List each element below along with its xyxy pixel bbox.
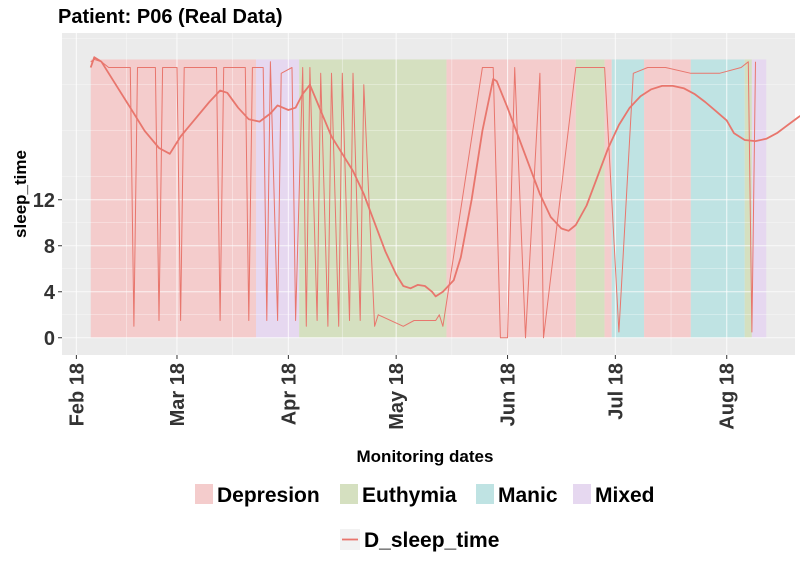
legend-label-depresion: Depresion bbox=[217, 484, 320, 507]
x-axis: Feb 18 Mar 18 Apr 18 May 18 Jun 18 Jul 18 Aug … bbox=[66, 355, 739, 430]
legend-key-depresion bbox=[195, 484, 213, 504]
legend: Depresion Euthymia Manic Mixed D_sleep_time bbox=[195, 484, 655, 552]
legend-label-mixed: Mixed bbox=[595, 484, 655, 507]
series-d-sleep-time bbox=[89, 56, 800, 298]
band-depresion-0 bbox=[90, 59, 257, 338]
chart-title: Patient: P06 (Real Data) bbox=[58, 6, 283, 28]
y-axis: 0 4 8 12 bbox=[33, 190, 62, 350]
x-tick-label: Aug 18 bbox=[717, 363, 739, 430]
y-axis-label: sleep_time bbox=[11, 150, 30, 238]
band-depresion-5 bbox=[604, 59, 612, 338]
x-tick-label: Jun 18 bbox=[498, 363, 520, 426]
x-tick-label: Apr 18 bbox=[278, 363, 300, 425]
y-tick-label: 0 bbox=[44, 328, 55, 350]
y-tick-label: 4 bbox=[44, 282, 56, 304]
y-tick-label: 12 bbox=[33, 190, 55, 212]
band-manic-8 bbox=[690, 59, 745, 338]
band-depresion-7 bbox=[644, 59, 691, 338]
x-tick-label: Jul 18 bbox=[605, 363, 627, 420]
state-bands bbox=[90, 59, 767, 338]
x-tick-label: May 18 bbox=[386, 363, 408, 430]
band-mixed-10 bbox=[751, 59, 767, 338]
legend-label-manic: Manic bbox=[498, 484, 558, 507]
x-tick-label: Mar 18 bbox=[167, 363, 189, 426]
series-lines bbox=[89, 56, 800, 339]
legend-key-mixed bbox=[573, 484, 591, 504]
band-euthymia-9 bbox=[744, 59, 752, 338]
legend-label-euthymia: Euthymia bbox=[362, 484, 457, 507]
band-euthymia-4 bbox=[575, 59, 605, 338]
series-sleep-time bbox=[90, 58, 756, 339]
legend-key-manic bbox=[476, 484, 494, 504]
y-tick-label: 8 bbox=[44, 236, 55, 258]
x-tick-label: Feb 18 bbox=[66, 363, 88, 426]
x-axis-label: Monitoring dates bbox=[357, 447, 494, 466]
legend-label-d-sleep-time: D_sleep_time bbox=[364, 529, 499, 552]
legend-key-euthymia bbox=[340, 484, 358, 504]
